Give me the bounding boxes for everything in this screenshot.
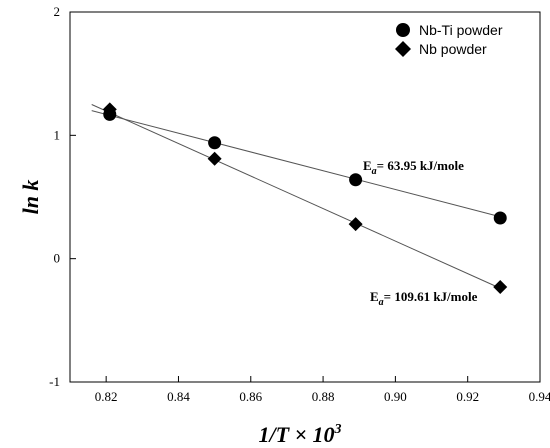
activation-energy-annotation-nb: Ea= 109.61 kJ/mole [370,289,478,308]
legend-marker-nb-ti [396,23,410,37]
activation-energy-annotation-nb-ti: Ea= 63.95 kJ/mole [363,158,464,177]
annotation-value-nb-ti: = 63.95 kJ/mole [377,158,464,173]
data-point-diamond [493,280,508,295]
legend-label-nb: Nb powder [419,41,487,57]
x-tick-label: 0.90 [384,389,407,404]
y-axis-label: ln k [18,180,43,215]
data-markers [102,102,508,295]
y-tick-label: 1 [54,127,61,142]
data-point-circle [208,136,222,150]
x-tick-label: 0.86 [239,389,262,404]
x-tick-label: 0.94 [529,389,550,404]
x-axis-label-superscript: 3 [334,422,342,437]
annotation-e-nb: E [370,289,379,304]
annotation-value-nb: = 109.61 kJ/mole [384,289,478,304]
x-tick-label: 0.88 [312,389,335,404]
y-tick-label: 2 [54,4,61,19]
x-tick-label: 0.82 [95,389,118,404]
data-point-circle [493,211,507,225]
fit-line-circle [91,110,501,218]
data-point-diamond [207,151,222,166]
y-tick-label: 0 [54,251,61,266]
annotation-e-nb-ti: E [363,158,372,173]
data-point-diamond [102,102,117,117]
x-tick-label: 0.84 [167,389,190,404]
axis-ticks: 0.82 0.84 0.86 0.88 0.90 0.92 0.94 -1 0 1 2 [49,4,550,404]
x-tick-label: 0.92 [456,389,479,404]
annotation-sub-nb-ti: a [372,166,377,177]
legend-label-nb-ti: Nb-Ti powder [419,22,503,38]
annotation-sub-nb: a [379,297,384,308]
data-point-circle [349,173,363,187]
legend: Nb-Ti powder Nb powder [395,22,503,57]
fit-line-diamond [91,104,501,289]
x-axis-label: 1/T × 103 [258,422,341,447]
fit-lines [91,104,501,289]
data-point-diamond [348,217,363,232]
y-tick-label: -1 [49,374,60,389]
legend-marker-nb [395,41,411,57]
x-axis-label-main: 1/T × 10 [258,422,334,447]
plot-frame [69,11,541,383]
